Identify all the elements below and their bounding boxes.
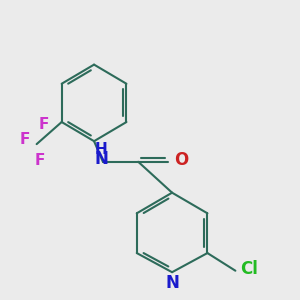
Text: F: F xyxy=(39,118,49,133)
Text: Cl: Cl xyxy=(240,260,258,278)
Text: N: N xyxy=(165,274,179,292)
Text: N: N xyxy=(94,150,108,168)
Text: F: F xyxy=(20,132,30,147)
Text: F: F xyxy=(34,153,45,168)
Text: H: H xyxy=(95,142,108,157)
Text: O: O xyxy=(174,151,188,169)
